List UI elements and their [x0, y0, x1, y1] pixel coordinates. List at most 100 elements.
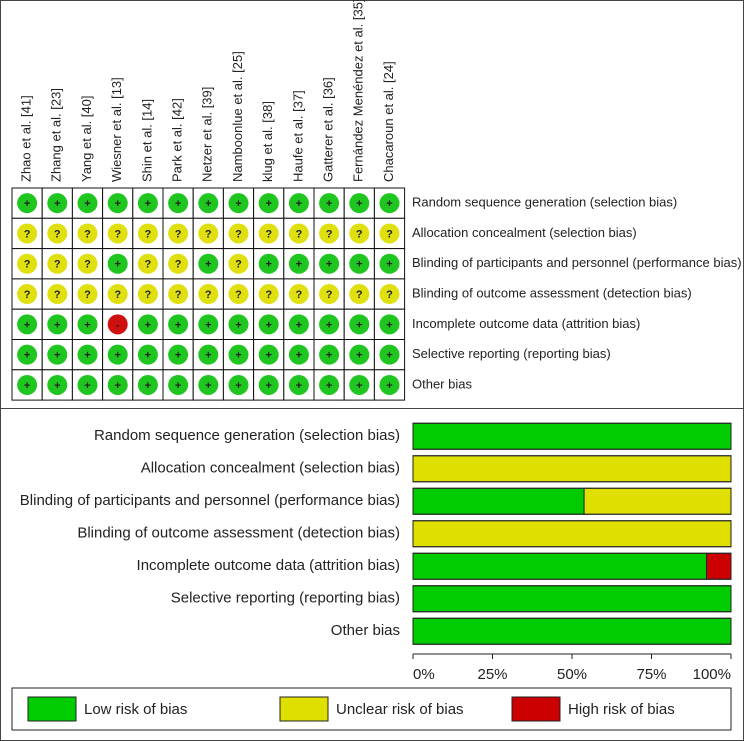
judgment-dot	[319, 344, 340, 365]
judgment-symbol: +	[24, 350, 30, 362]
judgment-symbol: +	[205, 198, 211, 210]
judgment-symbol: ?	[84, 228, 91, 240]
judgment-dot	[319, 223, 340, 244]
study-label: Haufe et al. [37]	[290, 90, 305, 182]
judgment-symbol: ?	[84, 289, 91, 301]
x-tick-label: 25%	[477, 666, 507, 683]
judgment-symbol: +	[326, 350, 332, 362]
judgment-dot	[319, 374, 340, 395]
judgment-dot	[198, 284, 219, 305]
judgment-symbol: +	[386, 259, 392, 271]
judgment-symbol: ?	[235, 228, 242, 240]
judgment-dot	[349, 223, 370, 244]
judgment-symbol: +	[386, 198, 392, 210]
judgment-dot	[47, 284, 68, 305]
judgment-symbol: +	[175, 319, 181, 331]
judgment-dot	[228, 253, 249, 274]
judgment-dot	[258, 193, 279, 214]
judgment-symbol: +	[205, 319, 211, 331]
judgment-dot	[349, 314, 370, 335]
judgment-dot	[107, 314, 128, 335]
legend-box	[11, 687, 732, 731]
judgment-dot	[168, 223, 189, 244]
judgment-symbol: +	[265, 350, 271, 362]
judgment-symbol: +	[114, 350, 120, 362]
judgment-dot	[168, 374, 189, 395]
judgment-symbol: ?	[84, 259, 91, 271]
judgment-symbol: ?	[265, 289, 272, 301]
judgment-dot	[77, 193, 98, 214]
judgment-dot	[379, 344, 400, 365]
study-label: Netzer et al. [39]	[200, 87, 215, 182]
study-label: klug et al. [38]	[260, 101, 275, 182]
x-tick-label: 100%	[693, 666, 731, 683]
bar-segment	[412, 520, 732, 548]
bar-segment	[706, 552, 732, 580]
category-label: Allocation concealment (selection bias)	[141, 460, 400, 477]
judgment-dot	[17, 223, 38, 244]
bar-outline	[412, 520, 732, 548]
category-label: Selective reporting (reporting bias)	[171, 590, 400, 607]
judgment-dot	[228, 193, 249, 214]
study-label: Fernández Menéndez et al. [35]	[351, 0, 366, 182]
judgment-symbol: +	[175, 198, 181, 210]
judgment-symbol: +	[145, 198, 151, 210]
judgment-symbol: +	[54, 198, 60, 210]
judgment-symbol: ?	[145, 289, 152, 301]
legend-label: High risk of bias	[568, 701, 675, 718]
judgment-symbol: ?	[175, 228, 182, 240]
judgment-symbol: +	[235, 350, 241, 362]
judgment-symbol: +	[114, 198, 120, 210]
judgment-dot	[349, 253, 370, 274]
judgment-dot	[17, 284, 38, 305]
judgment-symbol: +	[326, 259, 332, 271]
judgment-dot	[258, 253, 279, 274]
legend-swatch	[279, 696, 329, 722]
judgment-dot	[168, 193, 189, 214]
judgment-dot	[349, 193, 370, 214]
judgment-symbol: +	[175, 350, 181, 362]
judgment-dot	[379, 193, 400, 214]
judgment-symbol: +	[296, 198, 302, 210]
bar-segment	[412, 487, 585, 515]
bar-outline	[412, 455, 732, 483]
judgment-dot	[47, 193, 68, 214]
legend-swatch	[511, 696, 561, 722]
judgment-dot	[168, 284, 189, 305]
study-label: Namboonlue et al. [25]	[230, 51, 245, 182]
judgment-dot	[349, 284, 370, 305]
judgment-dot	[198, 344, 219, 365]
judgment-dot	[17, 253, 38, 274]
domain-label: Selective reporting (reporting bias)	[412, 346, 611, 361]
judgment-dot	[17, 193, 38, 214]
judgment-symbol: +	[265, 319, 271, 331]
judgment-dot	[17, 374, 38, 395]
cell	[343, 369, 375, 401]
study-label: Shin et al. [14]	[139, 99, 154, 182]
judgment-dot	[228, 223, 249, 244]
judgment-dot	[198, 314, 219, 335]
judgment-symbol: +	[84, 350, 90, 362]
judgment-dot	[137, 314, 158, 335]
judgment-dot	[198, 223, 219, 244]
judgment-symbol: +	[296, 319, 302, 331]
judgment-dot	[77, 253, 98, 274]
legend-label: Unclear risk of bias	[336, 701, 464, 718]
judgment-dot	[198, 374, 219, 395]
judgment-dot	[107, 223, 128, 244]
judgment-symbol: ?	[175, 259, 182, 271]
judgment-dot	[319, 284, 340, 305]
judgment-symbol: ?	[175, 289, 182, 301]
judgment-dot	[288, 253, 309, 274]
judgment-symbol: ?	[205, 289, 212, 301]
judgment-symbol: +	[205, 259, 211, 271]
judgment-dot	[319, 314, 340, 335]
judgment-symbol: +	[296, 259, 302, 271]
judgment-dot	[319, 193, 340, 214]
domain-label: Blinding of outcome assessment (detectio…	[412, 285, 692, 300]
judgment-symbol: +	[265, 259, 271, 271]
judgment-dot	[228, 314, 249, 335]
category-label: Random sequence generation (selection bi…	[94, 427, 400, 444]
judgment-symbol: ?	[296, 228, 303, 240]
